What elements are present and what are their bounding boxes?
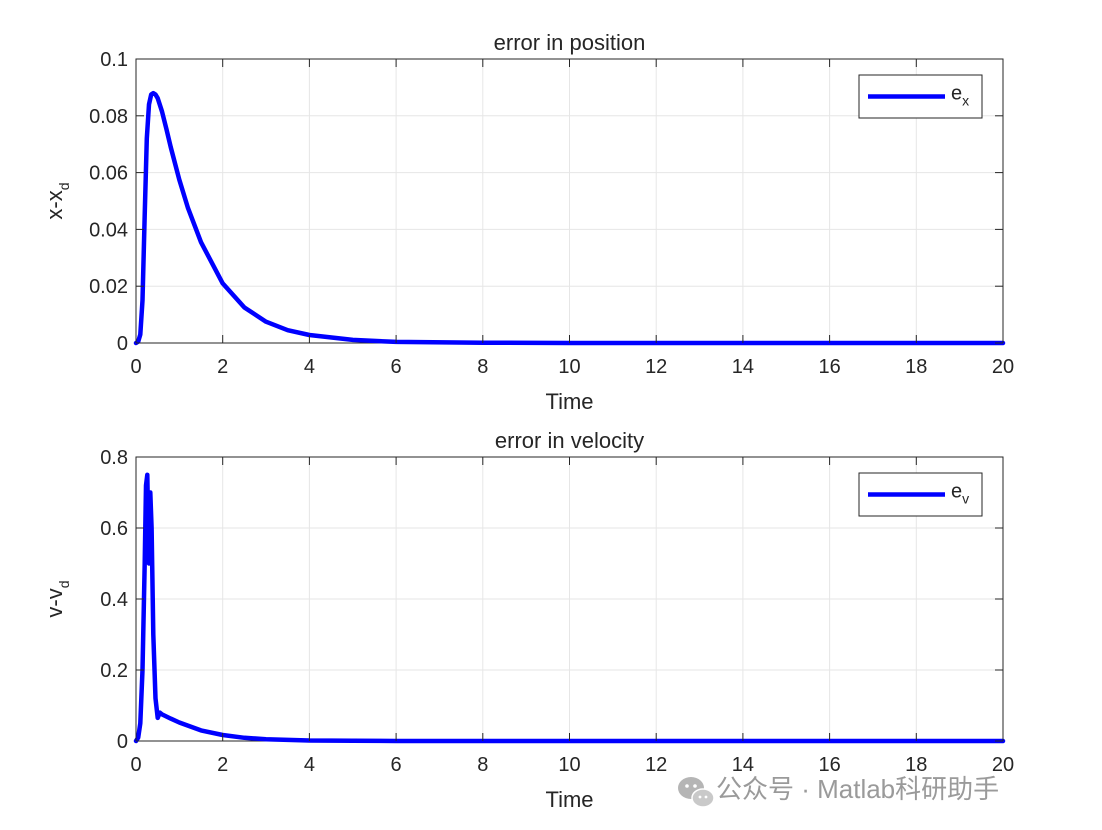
position-x-tick-label-2: 4 — [304, 356, 315, 378]
position-y-axis-label: x-xd — [42, 182, 72, 219]
velocity-error-axes: 0 2 4 6 8 10 12 14 16 18 20 0 0.2 0.4 0.6 0.8 error in… — [42, 428, 1014, 812]
velocity-y-ticks: 0 0.2 0.4 0.6 0.8 — [100, 447, 1003, 753]
position-y-tick-label-5: 0.1 — [100, 49, 128, 71]
position-y-tick-label-2: 0.04 — [89, 219, 128, 241]
wechat-icon — [678, 777, 715, 808]
position-legend-sub: x — [962, 93, 969, 109]
velocity-x-tick-label-2: 4 — [304, 754, 315, 776]
position-y-tick-label-0: 0 — [117, 333, 128, 355]
position-legend-label: ex — [951, 83, 969, 109]
velocity-x-tick-label-0: 0 — [130, 754, 141, 776]
velocity-x-tick-label-3: 6 — [391, 754, 402, 776]
velocity-y-tick-label-3: 0.6 — [100, 518, 128, 540]
position-y-axis-label-group: x-xd — [42, 182, 72, 219]
velocity-y-tick-label-1: 0.2 — [100, 660, 128, 682]
position-y-label-main: x-x — [42, 190, 67, 219]
velocity-grid — [136, 457, 1003, 741]
position-x-ticks: 0 2 4 6 8 10 12 14 16 18 20 — [130, 59, 1014, 378]
position-x-tick-label-1: 2 — [217, 356, 228, 378]
velocity-x-tick-label-1: 2 — [217, 754, 228, 776]
velocity-y-tick-label-0: 0 — [117, 731, 128, 753]
velocity-x-tick-label-4: 8 — [477, 754, 488, 776]
position-x-tick-label-6: 12 — [645, 356, 667, 378]
watermark-text: 公众号 · Matlab科研助手 — [716, 774, 999, 804]
velocity-y-axis-label: v-vd — [42, 580, 72, 617]
velocity-x-axis-label: Time — [545, 787, 593, 812]
velocity-y-tick-label-2: 0.4 — [100, 589, 128, 611]
velocity-x-tick-label-5: 10 — [558, 754, 580, 776]
velocity-error-line — [133, 472, 1006, 744]
velocity-y-axis-label-group: v-vd — [42, 580, 72, 617]
velocity-legend-label: ev — [951, 481, 969, 507]
position-y-tick-label-1: 0.02 — [89, 276, 128, 298]
velocity-legend-sub: v — [962, 491, 969, 507]
velocity-x-tick-label-8: 16 — [818, 754, 840, 776]
position-x-tick-label-5: 10 — [558, 356, 580, 378]
velocity-x-tick-label-7: 14 — [732, 754, 754, 776]
position-x-tick-label-0: 0 — [130, 356, 141, 378]
position-x-tick-label-7: 14 — [732, 356, 754, 378]
velocity-x-tick-label-10: 20 — [992, 754, 1014, 776]
watermark: 公众号 · Matlab科研助手 — [678, 774, 999, 808]
position-y-tick-label-4: 0.08 — [89, 106, 128, 128]
velocity-legend: ev — [858, 472, 983, 517]
position-x-tick-label-9: 18 — [905, 356, 927, 378]
position-legend: ex — [858, 74, 983, 119]
velocity-y-label-sub: d — [56, 580, 72, 588]
velocity-chart-title: error in velocity — [495, 428, 644, 453]
position-y-tick-label-3: 0.06 — [89, 163, 128, 185]
velocity-legend-main: e — [951, 481, 962, 503]
position-x-tick-label-10: 20 — [992, 356, 1014, 378]
position-x-tick-label-8: 16 — [818, 356, 840, 378]
position-x-tick-label-4: 8 — [477, 356, 488, 378]
position-legend-main: e — [951, 83, 962, 105]
velocity-x-ticks: 0 2 4 6 8 10 12 14 16 18 20 — [130, 457, 1014, 776]
position-y-ticks: 0 0.02 0.04 0.06 0.08 0.1 — [89, 49, 1003, 355]
velocity-x-tick-label-9: 18 — [905, 754, 927, 776]
velocity-x-tick-label-6: 12 — [645, 754, 667, 776]
velocity-y-label-main: v-v — [42, 588, 67, 617]
position-chart-title: error in position — [494, 30, 646, 55]
velocity-y-tick-label-4: 0.8 — [100, 447, 128, 469]
position-x-axis-label: Time — [545, 389, 593, 414]
position-error-axes: 0 2 4 6 8 10 12 14 16 18 20 0 0.02 0.04 0.06 0.08 0.1 e… — [42, 30, 1014, 414]
position-x-tick-label-3: 6 — [391, 356, 402, 378]
position-y-label-sub: d — [56, 182, 72, 190]
